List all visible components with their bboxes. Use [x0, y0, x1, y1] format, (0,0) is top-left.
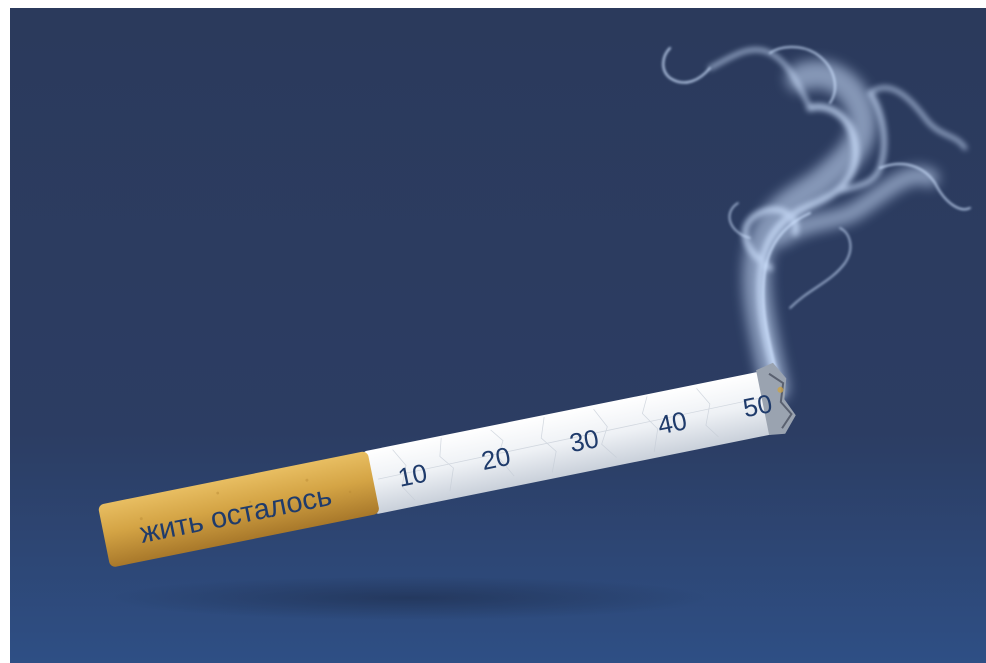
smoke [662, 46, 971, 402]
scale-mark-20: 20 [479, 441, 513, 476]
cigarette: жить осталось 10 20 30 40 50 [98, 362, 796, 567]
poster-illustration: жить осталось 10 20 30 40 50 [10, 8, 986, 663]
cigarette-filter [98, 451, 379, 567]
cigarette-ash [756, 362, 796, 435]
poster-frame: жить осталось 10 20 30 40 50 [10, 8, 986, 663]
background [10, 8, 986, 663]
cigarette-shadow [110, 576, 710, 620]
scale-mark-50: 50 [740, 388, 774, 423]
scale-mark-30: 30 [567, 423, 601, 458]
scale-mark-10: 10 [395, 458, 429, 493]
cigarette-paper [363, 371, 777, 514]
scale-mark-40: 40 [655, 405, 689, 440]
